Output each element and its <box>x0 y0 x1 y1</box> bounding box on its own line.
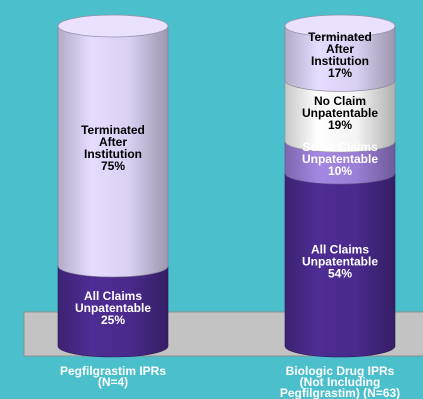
data-label-2-terminated-after-institution: Terminated After Institution 17% <box>308 30 372 80</box>
bar-segment-2-terminated-after-institution <box>284 25 396 92</box>
category-label-2: Biologic Drug IPRs (Not Including Pegfilgr… <box>280 364 400 399</box>
data-label-1-all-claims-unpatentable: All Claims Unpatentable 25% <box>75 289 151 327</box>
data-label-1-terminated-after-institution: Terminated After Institution 75% <box>81 123 145 173</box>
bar-top-cap-2 <box>284 14 396 38</box>
bar-segment-2-some-claims-unpatentable <box>284 140 396 185</box>
data-label-2-all-claims-unpatentable: All Claims Unpatentable 54% <box>302 243 378 281</box>
bar-segment-1-all-claims-unpatentable <box>57 265 169 358</box>
data-label-2-no-claim-unpatentable: No Claim Unpatentable 19% <box>302 94 378 132</box>
category-label-1: Pegfilgrastim IPRs (N=4) <box>60 364 166 389</box>
bar-top-cap-1 <box>57 14 169 38</box>
bar-segment-2-all-claims-unpatentable <box>284 172 396 358</box>
bar-segment-2-no-claim-unpatentable <box>284 80 396 153</box>
data-label-2-some-claims-unpatentable: Some Claims Unpatentable 10% <box>302 140 378 178</box>
bar-segment-1-terminated-after-institution <box>57 25 169 278</box>
